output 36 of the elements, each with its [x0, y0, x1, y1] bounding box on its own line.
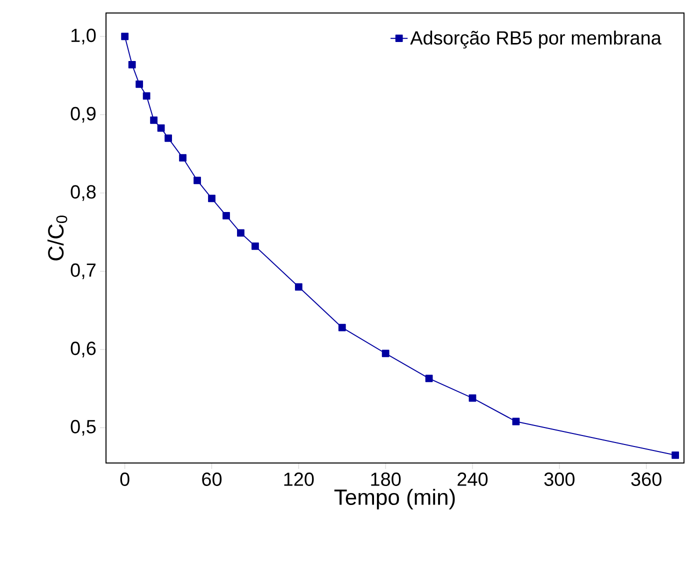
point — [237, 229, 244, 237]
legend-label: Adsorção RB5 por membrana — [410, 30, 662, 48]
y-tick-label: 0,8 — [70, 185, 96, 201]
point — [512, 418, 520, 426]
y-tick-label: 0,5 — [70, 420, 96, 436]
point — [142, 92, 150, 100]
point — [338, 324, 346, 332]
point — [194, 176, 201, 184]
point — [208, 194, 216, 202]
point — [294, 283, 302, 291]
x-tick-label: 0 — [120, 472, 130, 486]
point — [252, 242, 259, 250]
y-tick-label: 0,6 — [70, 342, 96, 358]
x-tick-label: 120 — [284, 472, 314, 486]
point — [164, 134, 172, 142]
point — [672, 451, 680, 459]
point — [136, 80, 144, 88]
point — [382, 350, 390, 358]
x-tick-label: 360 — [631, 472, 662, 486]
point — [425, 374, 433, 382]
x-tick-label: 240 — [458, 472, 488, 486]
x-tick-label: 180 — [371, 472, 401, 486]
y-tick-label: 0,9 — [70, 106, 96, 123]
point — [121, 32, 129, 40]
point — [128, 60, 136, 68]
x-tick-label: 300 — [544, 472, 575, 486]
point — [468, 394, 476, 402]
y-tick-label: 0,7 — [70, 263, 96, 280]
point — [150, 116, 158, 124]
x-tick-label: 60 — [202, 472, 222, 486]
point — [222, 212, 230, 220]
y-axis-title: C/C$_{0}$ — [47, 216, 68, 260]
y-tick-label: 1,0 — [72, 28, 96, 44]
point — [179, 154, 186, 162]
x-axis-title: Tempo (min) — [334, 488, 455, 510]
point — [157, 124, 165, 132]
